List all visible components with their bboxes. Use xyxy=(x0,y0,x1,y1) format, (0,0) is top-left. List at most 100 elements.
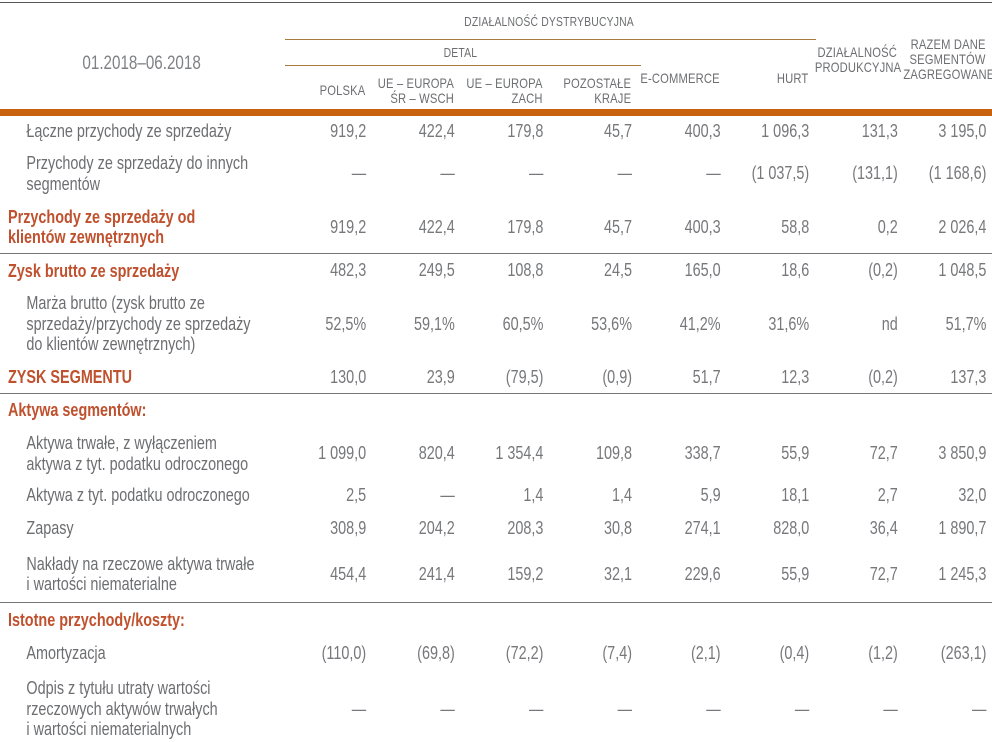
column-header-ue-zach: UE – EUROPA ZACH xyxy=(466,74,543,106)
value-cell: 1 354,4 xyxy=(495,443,544,463)
column-header-razem: RAZEM DANE SEGMENTÓW ZAGREGOWANE xyxy=(903,36,992,83)
table-row-laczne-przychody: Łączne przychody ze sprzedaży 919,2 422,… xyxy=(0,117,992,148)
value-cell: 241,4 xyxy=(418,563,455,584)
value-cell: 919,2 xyxy=(330,216,367,237)
table-row-przychody-klienci-zewnetrzni: Przychody ze sprzedaży od klientów zewnę… xyxy=(0,200,992,254)
segment-report-table: 01.2018–06.2018 DZIAŁALNOŚĆ DYSTRYBUCYJN… xyxy=(0,3,992,742)
value-cell: 72,7 xyxy=(869,443,898,463)
value-cell: 249,5 xyxy=(418,260,455,281)
value-cell: 32,1 xyxy=(603,563,632,584)
value-cell: 2,5 xyxy=(346,485,367,506)
value-cell: 400,3 xyxy=(684,216,721,237)
table-row-zapasy: Zapasy 308,9 204,2 208,3 30,8 274,1 828,… xyxy=(0,511,992,546)
value-cell: 1,4 xyxy=(523,485,544,506)
value-cell: 338,7 xyxy=(684,443,721,463)
value-cell: 130,0 xyxy=(330,366,367,387)
value-cell: 31,6% xyxy=(768,313,810,334)
value-cell: — xyxy=(351,163,367,183)
value-cell: 45,7 xyxy=(603,216,632,237)
value-cell: — xyxy=(706,163,721,183)
value-cell: (131,1) xyxy=(852,163,898,183)
value-cell: 1 096,3 xyxy=(761,121,810,142)
separator-rule-3 xyxy=(0,602,992,603)
table-row-naklady: Nakłady na rzeczowe aktywa trwałe i wart… xyxy=(0,546,992,604)
value-cell: 454,4 xyxy=(330,563,367,584)
row-label: Przychody ze sprzedaży do innych segment… xyxy=(26,152,249,194)
value-cell: 52,5% xyxy=(325,313,367,334)
header-row-groups: 01.2018–06.2018 DZIAŁALNOŚĆ DYSTRYBUCYJN… xyxy=(0,3,992,82)
period-label: 01.2018–06.2018 xyxy=(82,53,201,75)
distribution-group-underline xyxy=(285,39,816,40)
value-cell: (2,1) xyxy=(690,642,721,663)
table-row-istotne-przychody-koszty: Istotne przychody/koszty: xyxy=(0,603,992,637)
value-cell: 23,9 xyxy=(426,366,455,387)
value-cell: (1 168,6) xyxy=(928,163,987,183)
value-cell: — xyxy=(440,485,455,506)
value-cell: 5,9 xyxy=(700,485,721,506)
value-cell: 828,0 xyxy=(773,517,810,538)
column-group-distribution: DZIAŁALNOŚĆ DYSTRYBUCYJNA xyxy=(464,14,634,29)
value-cell: — xyxy=(883,698,898,719)
value-cell: 51,7 xyxy=(692,366,721,387)
value-cell: — xyxy=(617,698,632,719)
value-cell: 274,1 xyxy=(684,517,721,538)
value-cell: 422,4 xyxy=(418,216,455,237)
table-row-przychody-inne-segmenty: Przychody ze sprzedaży do innych segment… xyxy=(0,147,992,200)
value-cell: 18,6 xyxy=(781,260,810,281)
value-cell: 204,2 xyxy=(418,517,455,538)
table-row-marza-brutto: Marża brutto (zysk brutto ze sprzedaży/p… xyxy=(0,288,992,361)
value-cell: 208,3 xyxy=(507,517,544,538)
value-cell: 53,6% xyxy=(591,313,632,334)
value-cell: 2 026,4 xyxy=(938,216,987,237)
value-cell: — xyxy=(794,698,810,719)
value-cell: 1 099,0 xyxy=(318,443,367,463)
orange-divider-bar xyxy=(0,109,992,116)
row-label: Zysk brutto ze sprzedaży xyxy=(8,260,180,281)
table-header: 01.2018–06.2018 DZIAŁALNOŚĆ DYSTRYBUCYJN… xyxy=(0,3,992,117)
value-cell: (0,2) xyxy=(868,366,898,387)
value-cell: 1,4 xyxy=(611,485,632,506)
table-row-aktywa-trwale: Aktywa trwałe, z wyłączeniem aktywa z ty… xyxy=(0,427,992,481)
table-row-amortyzacja: Amortyzacja (110,0) (69,8) (72,2) (7,4) … xyxy=(0,637,992,669)
value-cell: 229,6 xyxy=(684,563,721,584)
value-cell: (72,2) xyxy=(505,642,544,663)
value-cell: 308,9 xyxy=(330,517,367,538)
value-cell: 55,9 xyxy=(781,563,810,584)
table-row-aktywa-segmentow: Aktywa segmentów: xyxy=(0,394,992,427)
separator-rule-1 xyxy=(0,253,992,254)
value-cell: 36,4 xyxy=(869,517,898,538)
top-rule xyxy=(0,2,992,3)
value-cell: 1 245,3 xyxy=(938,563,987,584)
column-header-ue-sr-wsch: UE – EUROPA ŚR – WSCH xyxy=(377,74,454,106)
value-cell: 131,3 xyxy=(861,121,898,142)
value-cell: 58,8 xyxy=(781,216,810,237)
value-cell: (0,4) xyxy=(779,642,810,663)
value-cell: 820,4 xyxy=(418,443,455,463)
value-cell: (79,5) xyxy=(505,366,544,387)
value-cell: 41,2% xyxy=(679,313,721,334)
value-cell: 32,0 xyxy=(958,485,987,506)
value-cell: 60,5% xyxy=(502,313,544,334)
value-cell: 400,3 xyxy=(684,121,721,142)
value-cell: — xyxy=(972,698,987,719)
column-header-produkcyjna: DZIAŁALNOŚĆ PRODUKCYJNA xyxy=(814,43,902,75)
value-cell: 179,8 xyxy=(507,216,544,237)
header-row-countries: POLSKA UE – EUROPA ŚR – WSCH UE – EUROPA… xyxy=(0,65,992,117)
row-label: Marża brutto (zysk brutto ze sprzedaży/p… xyxy=(26,292,251,355)
column-header-ecommerce: E-COMMERCE xyxy=(640,69,720,86)
value-cell: 159,2 xyxy=(507,563,544,584)
value-cell: (1,2) xyxy=(868,642,898,663)
section-label: Istotne przychody/koszty: xyxy=(8,610,185,630)
value-cell: 165,0 xyxy=(684,260,721,281)
table-row-zysk-segmentu: ZYSK SEGMENTU 130,0 23,9 (79,5) (0,9) 51… xyxy=(0,361,992,395)
row-label: Nakłady na rzeczowe aktywa trwałe i wart… xyxy=(26,553,255,595)
value-cell: (263,1) xyxy=(940,642,987,663)
value-cell: 51,7% xyxy=(945,313,987,334)
row-label: Przychody ze sprzedaży od klientów zewnę… xyxy=(8,207,196,247)
value-cell: 72,7 xyxy=(869,563,898,584)
value-cell: 2,7 xyxy=(877,485,898,506)
value-cell: — xyxy=(617,163,632,183)
column-header-hurt: HURT xyxy=(776,69,809,86)
row-label: Aktywa trwałe, z wyłączeniem aktywa z ty… xyxy=(26,432,249,474)
row-label: Aktywa z tyt. podatku odroczonego xyxy=(26,485,250,506)
